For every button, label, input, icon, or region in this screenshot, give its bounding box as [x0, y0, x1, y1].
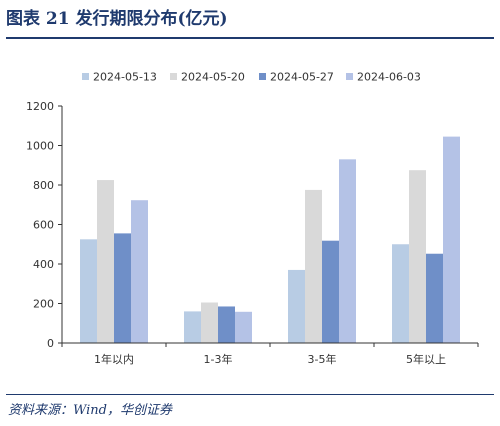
legend-label: 2024-05-27 — [270, 71, 334, 84]
bar — [288, 269, 305, 343]
legend: 2024-05-13 2024-05-20 2024-05-27 2024-06-03 — [82, 71, 421, 84]
figure-title: 图表 21 发行期限分布(亿元) — [6, 9, 228, 29]
y-tick-label: 0 — [47, 337, 54, 350]
bar — [305, 189, 322, 343]
x-tick-label: 5年以上 — [406, 352, 446, 366]
bar — [131, 200, 148, 343]
legend-swatch — [346, 73, 353, 80]
legend-swatch — [259, 73, 266, 80]
bar — [218, 306, 235, 343]
bar — [201, 302, 218, 343]
bar — [80, 239, 97, 343]
bar-chart: 2024-05-13 2024-05-20 2024-05-27 2024-06-03… — [26, 71, 479, 366]
y-tick-label: 1200 — [26, 100, 54, 113]
bar — [426, 253, 443, 343]
bar — [114, 233, 131, 343]
x-tick-label: 1-3年 — [204, 352, 233, 366]
y-tick-label: 400 — [33, 258, 54, 271]
legend-label: 2024-05-13 — [93, 71, 157, 84]
bar — [409, 170, 426, 343]
title-divider — [6, 37, 494, 39]
y-tick-label: 800 — [33, 179, 54, 192]
y-tick-label: 200 — [33, 298, 54, 311]
source-note: 资料来源：Wind，华创证券 — [8, 403, 172, 418]
bar — [184, 311, 201, 343]
legend-swatch — [170, 73, 177, 80]
y-tick-label: 1000 — [26, 140, 54, 153]
x-tick-label: 1年以内 — [94, 352, 134, 366]
y-tick-label: 600 — [33, 219, 54, 232]
bar — [339, 159, 356, 343]
bars — [80, 136, 460, 343]
bar — [235, 311, 252, 343]
legend-label: 2024-06-03 — [357, 71, 421, 84]
legend-label: 2024-05-20 — [181, 71, 245, 84]
bar — [443, 136, 460, 343]
x-tick-label: 3-5年 — [308, 352, 337, 366]
bar — [392, 244, 409, 343]
source-divider — [6, 394, 494, 395]
x-axis: 1年以内 1-3年 3-5年 5年以上 — [61, 342, 479, 366]
legend-swatch — [82, 73, 89, 80]
bar — [97, 180, 114, 343]
y-axis: 0 200 400 600 800 1000 1200 — [26, 100, 63, 350]
bar — [322, 240, 339, 343]
